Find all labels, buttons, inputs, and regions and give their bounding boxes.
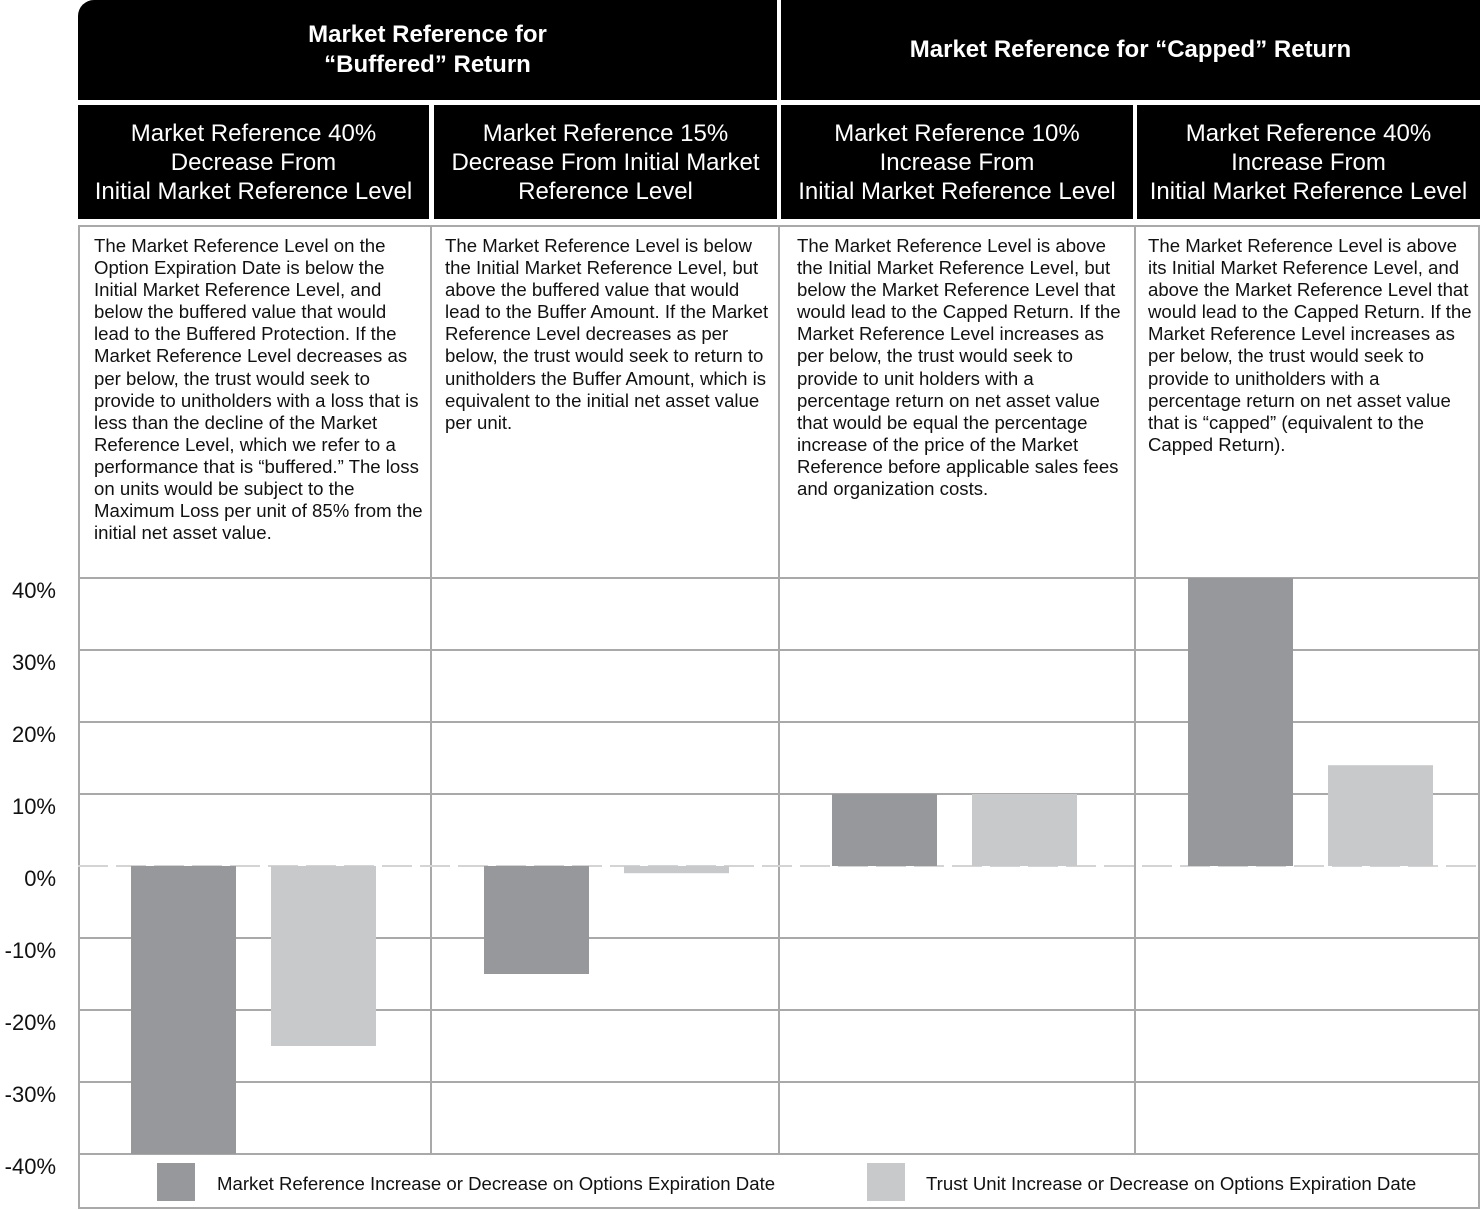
y-tick-label: 40% [12, 578, 56, 603]
scenario-2-title: Market Reference 15% Decrease From Initi… [434, 105, 777, 219]
y-tick-label: 20% [12, 722, 56, 747]
y-tick-label: 30% [12, 650, 56, 675]
y-tick-label: -20% [5, 1010, 56, 1035]
bar-trust-1 [271, 866, 376, 1046]
y-tick-label: 10% [12, 794, 56, 819]
y-tick-label: -10% [5, 938, 56, 963]
bar-market-1 [131, 866, 236, 1154]
bar-trust-2 [624, 866, 729, 874]
capped-return-header: Market Reference for “Capped” Return [781, 0, 1480, 100]
legend-label-trust: Trust Unit Increase or Decrease on Optio… [926, 1173, 1417, 1194]
scenario-1-description: The Market Reference Level on the Option… [94, 235, 423, 544]
legend-label-market: Market Reference Increase or Decrease on… [217, 1173, 776, 1194]
bar-trust-4 [1328, 765, 1433, 866]
scenario-1-title: Market Reference 40% Decrease From Initi… [78, 105, 429, 219]
bar-market-4 [1188, 578, 1293, 866]
scenario-2-description: The Market Reference Level is below the … [445, 235, 769, 433]
bar-market-3 [832, 794, 937, 866]
scenario-3-title: Market Reference 10% Increase From Initi… [781, 105, 1133, 219]
buffered-return-header: Market Reference for “Buffered” Return [78, 0, 777, 100]
scenario-4-description: The Market Reference Level is above its … [1148, 235, 1472, 455]
y-tick-label: -30% [5, 1082, 56, 1107]
bar-market-2 [484, 866, 589, 974]
scenario-4-title: Market Reference 40% Increase From Initi… [1137, 105, 1480, 219]
y-tick-label: 0% [24, 866, 56, 891]
scenario-3-description: The Market Reference Level is above the … [797, 235, 1121, 500]
y-tick-label: -40% [5, 1154, 56, 1179]
legend-swatch-trust [867, 1163, 905, 1201]
bar-trust-3 [972, 794, 1077, 866]
legend-swatch-market [157, 1163, 195, 1201]
